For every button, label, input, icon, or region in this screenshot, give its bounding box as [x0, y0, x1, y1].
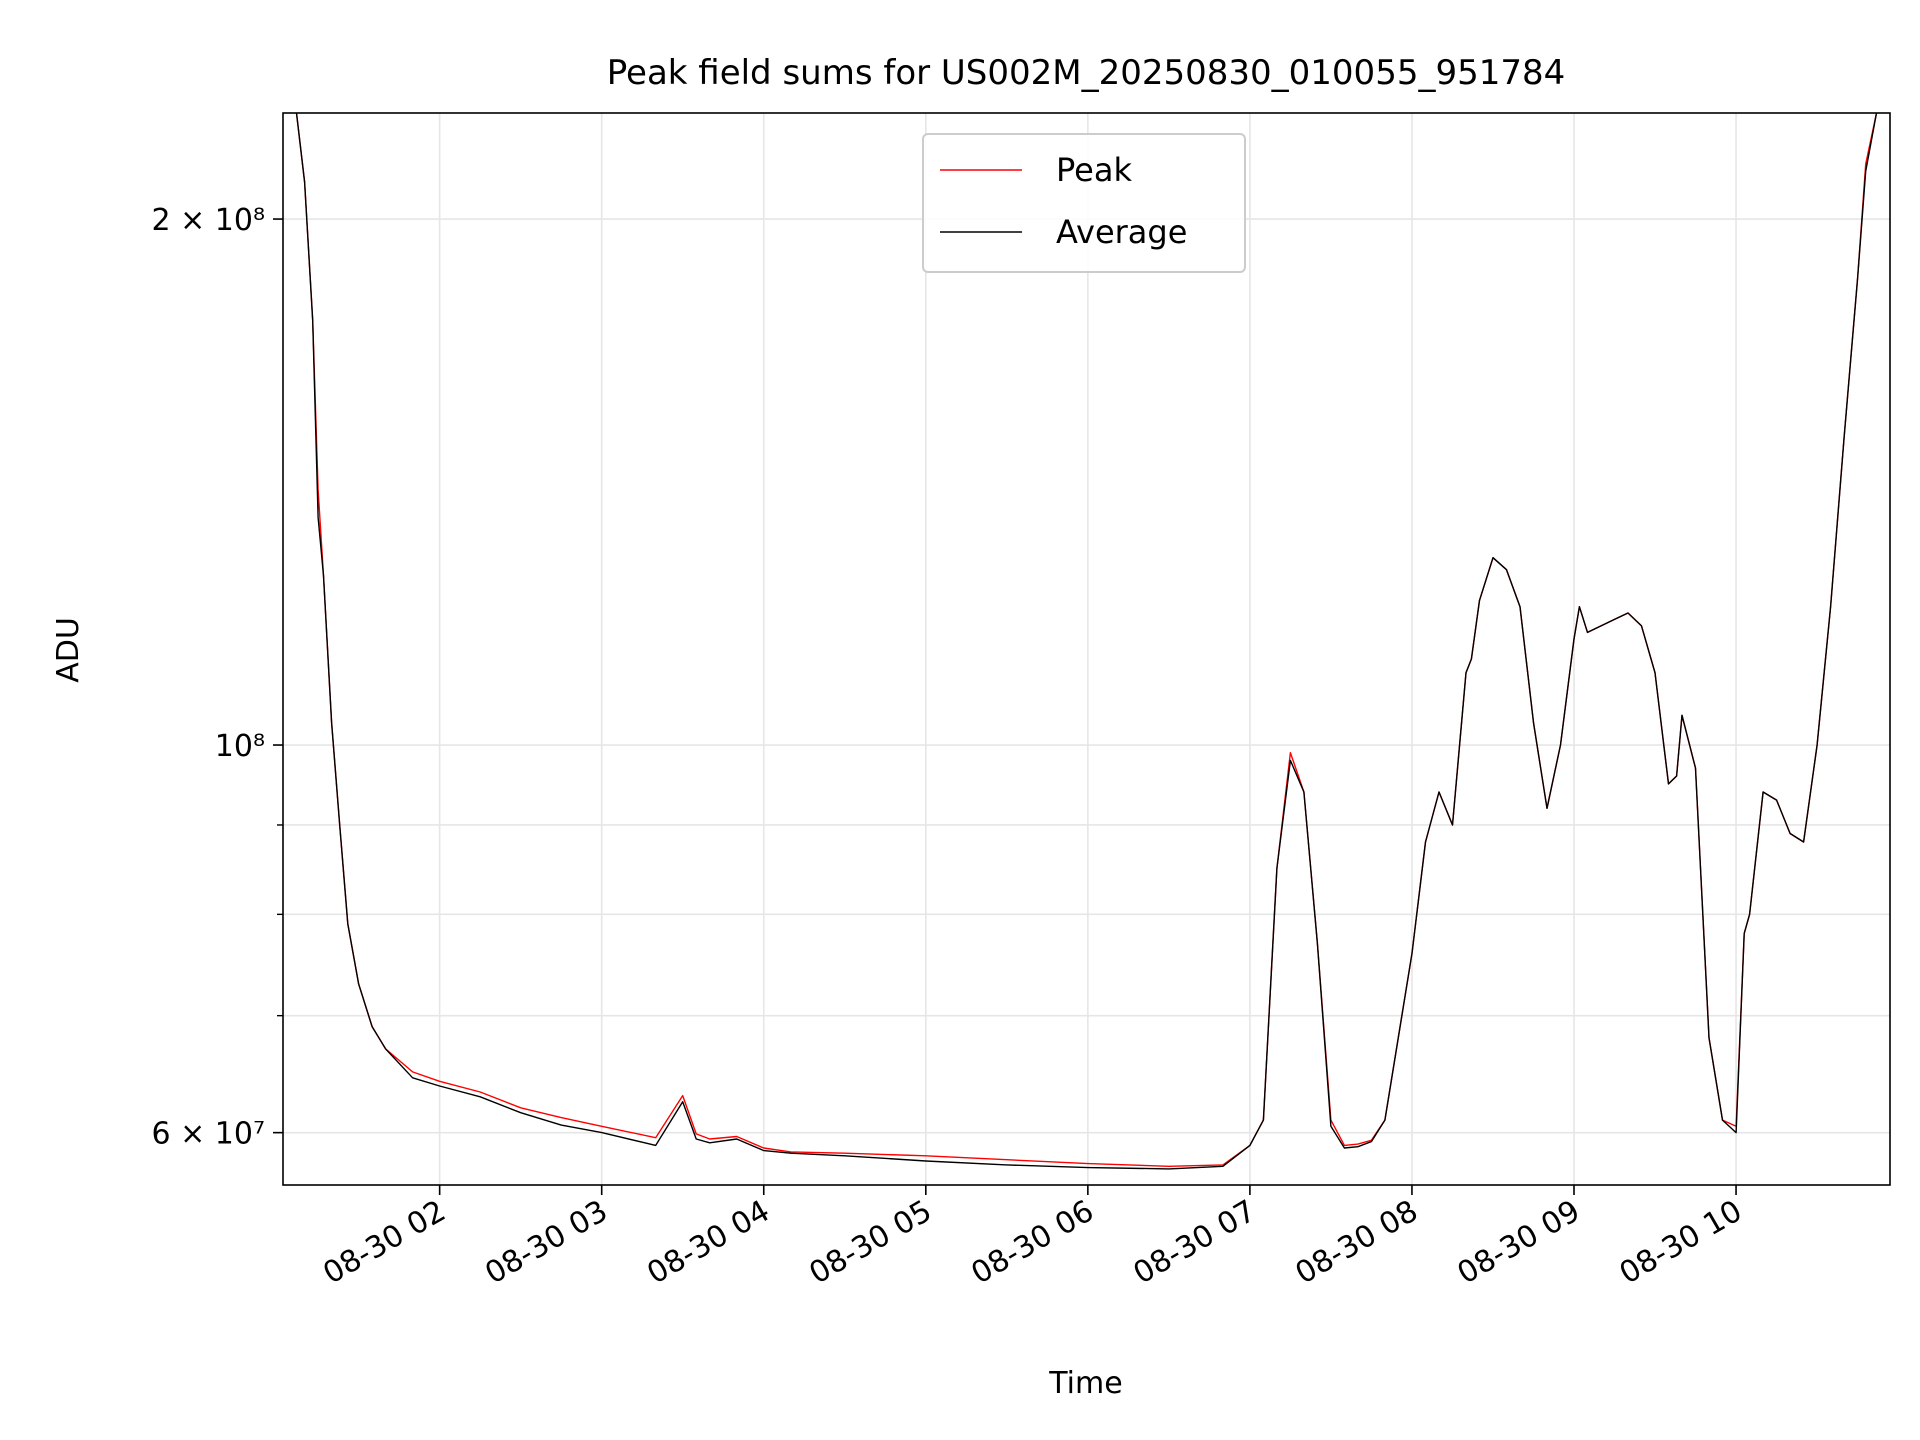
- series-lines: [295, 113, 1878, 1170]
- y-axis-label: ADU: [51, 617, 86, 683]
- legend-average-label: Average: [1056, 213, 1187, 251]
- y-tick-label: 10⁸: [215, 729, 265, 764]
- legend: Peak Average: [922, 133, 1246, 273]
- legend-peak-label: Peak: [1056, 151, 1132, 189]
- chart-title: Peak field sums for US002M_20250830_0100…: [607, 53, 1566, 93]
- legend-box: [922, 133, 1246, 273]
- x-axis-label: Time: [1048, 1366, 1122, 1401]
- y-axis: 2 × 10⁸ 10⁸ 6 × 10⁷: [152, 203, 283, 1152]
- plot-frame: [282, 112, 1891, 1186]
- series-line-average: [295, 113, 1878, 1170]
- y-tick-label: 2 × 10⁸: [152, 203, 266, 238]
- grid: [283, 113, 1890, 1185]
- y-tick-label: 6 × 10⁷: [152, 1117, 266, 1152]
